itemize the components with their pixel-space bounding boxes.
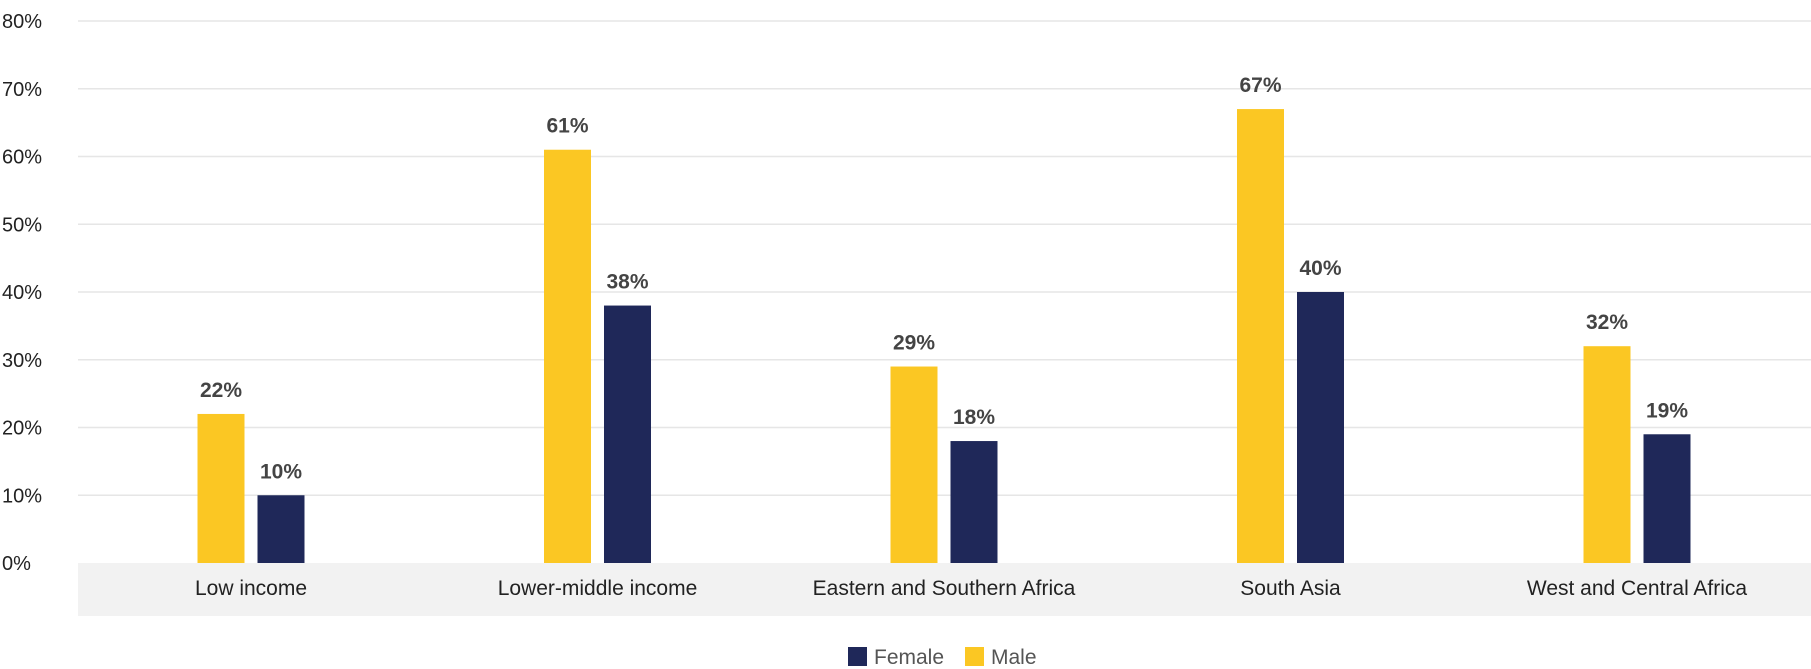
data-label-male: 67% <box>1239 74 1281 97</box>
y-tick-label: 40% <box>2 282 42 304</box>
data-label-female: 40% <box>1299 257 1341 280</box>
category-label: South Asia <box>1240 577 1341 600</box>
bar-female <box>257 495 305 563</box>
data-label-female: 19% <box>1646 399 1688 422</box>
bar-female <box>1297 292 1344 563</box>
bar-male <box>1583 346 1631 563</box>
data-label-female: 38% <box>606 271 648 294</box>
y-tick-label: 20% <box>2 418 42 440</box>
data-labels: 22% 10% 61% 38% 29% 18% 67% 40% 32% 19% <box>200 74 1688 483</box>
y-tick-label: 50% <box>2 214 42 236</box>
data-label-male: 32% <box>1586 311 1628 334</box>
legend: Female Male <box>848 646 1037 669</box>
category-band <box>78 563 1811 616</box>
legend-swatch-male <box>965 647 984 666</box>
y-tick-label: 80% <box>2 11 42 33</box>
bars <box>197 109 1691 563</box>
data-label-male: 22% <box>200 379 242 402</box>
y-tick-label: 60% <box>2 147 42 169</box>
bar-male <box>197 413 245 563</box>
data-label-male: 61% <box>546 115 588 138</box>
category-labels: Low income Lower-middle income Eastern and… <box>195 577 1747 600</box>
category-label: Low income <box>195 577 307 600</box>
bar-female <box>1643 434 1691 563</box>
y-tick-label: 30% <box>2 350 42 372</box>
legend-swatch-female <box>848 647 867 666</box>
bar-male <box>1237 109 1284 563</box>
bar-male <box>890 366 938 563</box>
y-axis-ticks: 0% 10% 20% 30% 40% 50% 60% 70% 80% <box>2 11 42 575</box>
category-label-band <box>78 563 1811 616</box>
category-label: West and Central Africa <box>1527 577 1748 600</box>
y-tick-label: 10% <box>2 485 42 507</box>
category-label: Eastern and Southern Africa <box>813 577 1076 600</box>
category-label: Lower-middle income <box>498 577 698 600</box>
data-label-female: 10% <box>260 460 302 483</box>
gridlines <box>78 20 1811 496</box>
data-label-male: 29% <box>893 332 935 355</box>
bar-female <box>950 441 998 563</box>
data-label-female: 18% <box>953 406 995 429</box>
legend-label-male: Male <box>991 646 1037 669</box>
legend-label-female: Female <box>874 646 944 669</box>
bar-female <box>604 305 651 563</box>
bar-male <box>544 149 591 563</box>
y-tick-label: 70% <box>2 79 42 101</box>
y-tick-label: 0% <box>2 553 31 575</box>
